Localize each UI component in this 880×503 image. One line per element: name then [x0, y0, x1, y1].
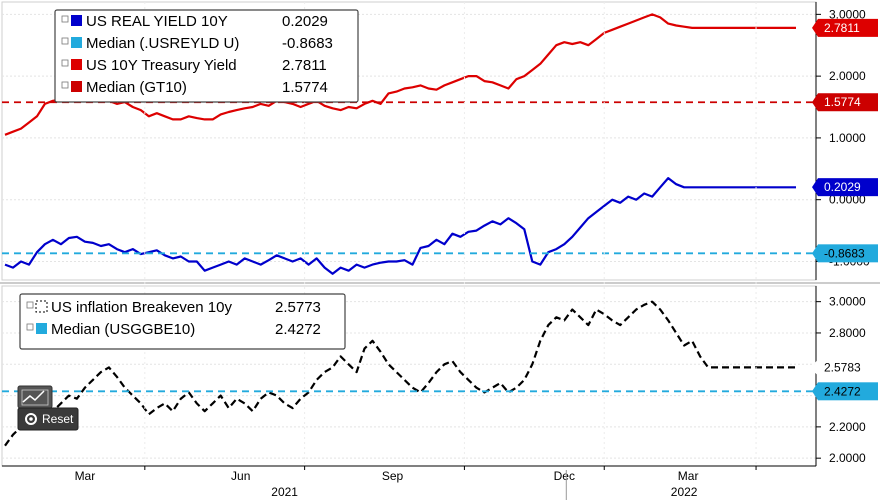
top-legend-item: US REAL YIELD 10Y 0.2029: [61, 13, 328, 30]
reset-button[interactable]: Reset: [17, 407, 79, 431]
tag-real-yield-pointer: [812, 178, 818, 197]
tag-median-breakeven-label: 2.4272: [824, 384, 861, 398]
bottom-legend-item: US inflation Breakeven 10y 2.5773: [26, 299, 321, 316]
legend-series-name: Median (.USREYLD U): [86, 35, 239, 52]
x-tick-label: Dec: [554, 469, 575, 483]
legend-toggle-icon[interactable]: [61, 37, 69, 45]
legend-series-name: US REAL YIELD 10Y: [86, 13, 228, 30]
legend-swatch: [36, 323, 47, 334]
legend-toggle-icon[interactable]: [61, 59, 69, 67]
tag-us10y-label: 2.7811: [824, 21, 860, 35]
bottom-legend: US inflation Breakeven 10y 2.5773 Median (…: [19, 293, 346, 350]
bottom-y-tick-label: 2.2000: [829, 420, 866, 434]
legend-toggle-icon[interactable]: [61, 81, 69, 89]
zoom-tool-button[interactable]: [17, 385, 53, 409]
legend-series-value: 2.7811: [282, 57, 327, 74]
reset-label: Reset: [42, 412, 74, 426]
legend-series-value: -0.8683: [282, 35, 333, 52]
tag-median-gt10-label: 1.5774: [824, 95, 861, 109]
tag-us10y: [818, 18, 878, 37]
legend-swatch: [71, 15, 82, 26]
x-tick-label: Mar: [75, 469, 96, 483]
tag-us10y-pointer: [812, 18, 818, 37]
bottom-plot: [2, 300, 816, 447]
x-axis: Mar Jun Sep Dec Mar 2021 2022: [2, 2, 816, 500]
tag-median-breakeven: [818, 382, 878, 401]
legend-series-value: 1.5774: [282, 79, 328, 96]
legend-toggle-icon[interactable]: [26, 301, 34, 309]
top-series-line: [4, 177, 796, 275]
x-year-label: 2022: [671, 485, 698, 499]
tag-median-real-label: -0.8683: [824, 246, 865, 260]
top-value-tags: 2.7811 1.5774 0.2029 -0.8683: [812, 18, 878, 263]
legend-series-name: US inflation Breakeven 10y: [51, 299, 232, 316]
legend-series-name: US 10Y Treasury Yield: [86, 57, 237, 74]
legend-series-value: 2.5773: [275, 299, 321, 316]
top-y-tick-label: 2.0000: [829, 69, 866, 83]
legend-toggle-icon[interactable]: [26, 323, 34, 331]
legend-swatch: [71, 59, 82, 70]
bottom-y-tick-label: 3.0000: [829, 295, 866, 309]
tag-real-yield-label: 0.2029: [824, 180, 861, 194]
top-legend: US REAL YIELD 10Y 0.2029 Median (.USREYLD …: [54, 9, 359, 103]
top-y-tick-label: 1.0000: [829, 131, 866, 145]
x-tick-label: Sep: [382, 469, 404, 483]
tag-breakeven-pointer: [812, 358, 818, 377]
bottom-y-tick-label: 2.0000: [829, 451, 866, 465]
bottom-value-tags: 2.5783 2.4272: [812, 358, 878, 401]
bottom-legend-item: Median (USGGBE10) 2.4272: [26, 321, 321, 338]
x-tick-label: Mar: [678, 469, 699, 483]
reset-icon: [25, 413, 37, 425]
legend-series-name: Median (USGGBE10): [51, 321, 195, 338]
legend-swatch: [71, 81, 82, 92]
legend-toggle-icon[interactable]: [61, 15, 69, 23]
tag-real-yield: [818, 178, 878, 197]
bottom-series-line: [4, 300, 796, 447]
zoom-chart-icon: [22, 390, 45, 403]
top-y-tick-label: 3.0000: [829, 7, 866, 21]
legend-series-name: Median (GT10): [86, 79, 187, 96]
legend-series-value: 0.2029: [282, 13, 328, 30]
top-y-tick-label: 0.0000: [829, 193, 866, 207]
tag-median-real: [818, 244, 878, 263]
x-tick-label: Jun: [231, 469, 250, 483]
tag-median-breakeven-pointer: [812, 382, 818, 401]
bottom-y-tick-label: 2.8000: [829, 326, 866, 340]
tag-breakeven-label: 2.5783: [824, 361, 861, 375]
top-legend-item: US 10Y Treasury Yield 2.7811: [61, 57, 327, 74]
legend-swatch: [71, 37, 82, 48]
top-legend-item: Median (GT10) 1.5774: [61, 79, 328, 96]
x-year-label: 2021: [271, 485, 298, 499]
tag-median-real-pointer: [812, 244, 818, 263]
legend-series-value: 2.4272: [275, 321, 321, 338]
top-series-line: [4, 13, 796, 136]
tag-median-gt10: [818, 93, 878, 112]
tag-breakeven: [818, 358, 878, 377]
legend-swatch: [35, 300, 48, 313]
tag-median-gt10-pointer: [812, 93, 818, 112]
top-legend-item: Median (.USREYLD U) -0.8683: [61, 35, 333, 52]
